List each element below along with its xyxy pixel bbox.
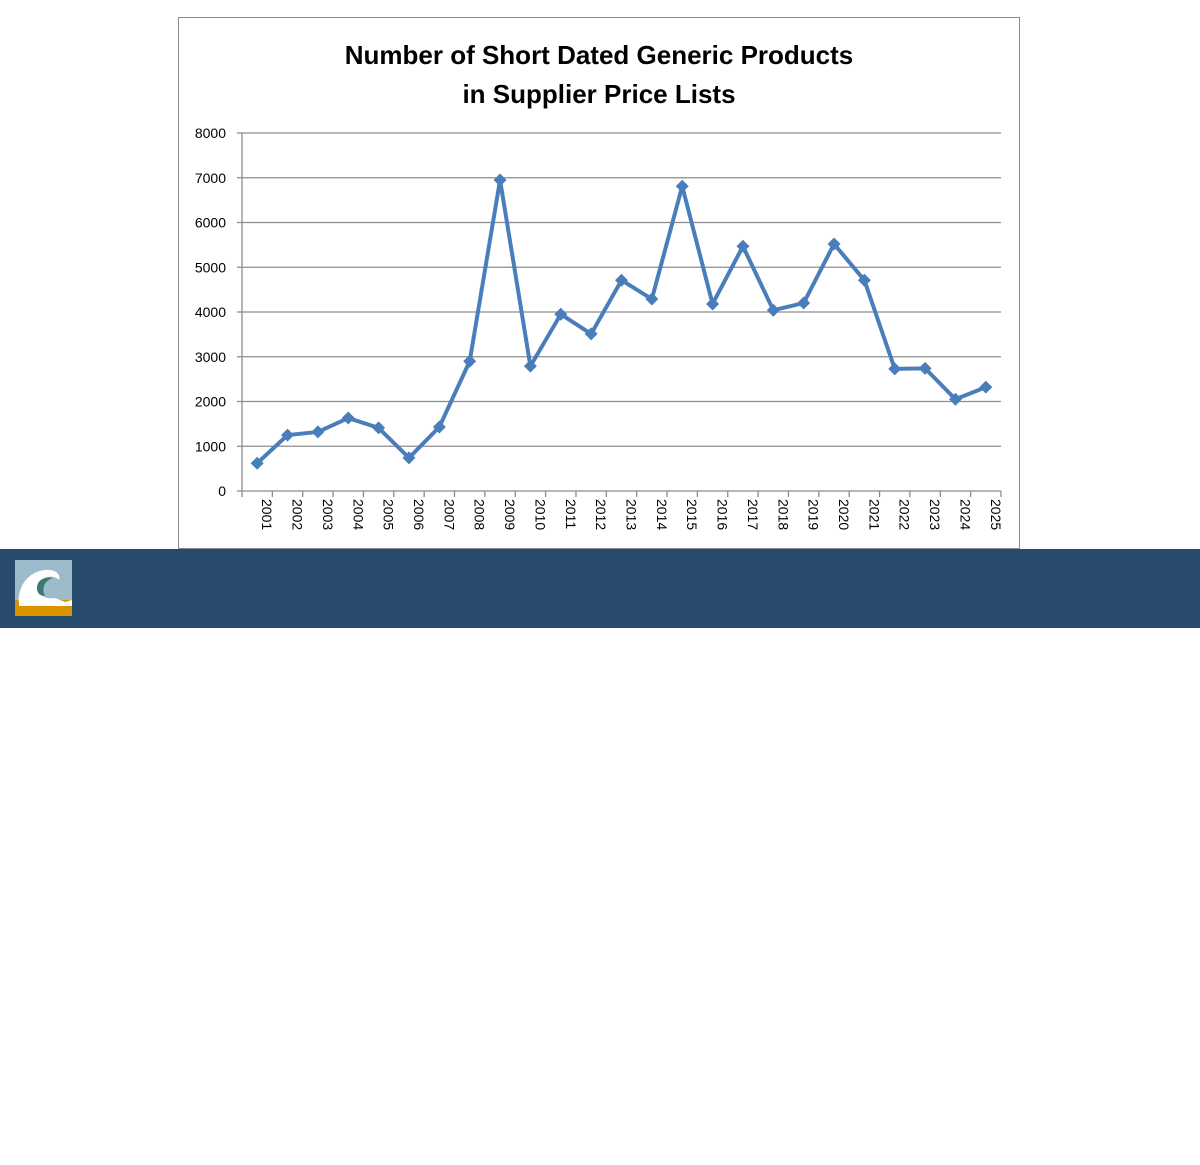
x-tick-label: 2014 xyxy=(654,499,670,530)
x-tick-label: 2015 xyxy=(684,499,700,530)
data-point-marker xyxy=(827,237,841,251)
data-point-marker xyxy=(615,273,628,287)
x-tick-label: 2010 xyxy=(532,499,548,530)
data-point-marker xyxy=(584,327,598,341)
x-tick-label: 2013 xyxy=(624,499,640,530)
data-point-marker xyxy=(766,303,780,317)
x-tick-label: 2004 xyxy=(350,499,366,530)
x-tick-label: 2003 xyxy=(320,499,336,530)
brand-name-bold: Data xyxy=(199,1112,302,1164)
data-point-marker xyxy=(463,354,477,368)
x-tick-label: 2016 xyxy=(715,499,731,530)
x-tick-label: 2019 xyxy=(806,499,822,530)
data-point-marker xyxy=(645,292,659,306)
y-tick-label: 5000 xyxy=(195,259,226,275)
line-chart: 0 1000 2000 3000 4000 5000 6000 7000 8000 2001 200… xyxy=(195,125,1004,530)
data-point-marker xyxy=(281,428,295,442)
y-tick-label: 2000 xyxy=(195,394,226,410)
x-tick-label: 2020 xyxy=(836,499,852,530)
x-tick-label: 2025 xyxy=(988,499,1004,530)
brand-logo-text: WaveData xyxy=(82,1111,302,1165)
data-point-marker xyxy=(948,392,962,406)
data-point-marker xyxy=(857,273,871,287)
data-point-marker xyxy=(341,411,355,425)
data-point-marker xyxy=(523,359,537,373)
x-tick-label: 2018 xyxy=(775,499,791,530)
x-tick-label: 2008 xyxy=(472,499,488,530)
chart-frame xyxy=(178,17,1020,549)
y-tick-label: 1000 xyxy=(195,438,226,454)
data-point-marker xyxy=(797,296,811,310)
x-tick-label: 2009 xyxy=(502,499,518,530)
x-tick-label: 2005 xyxy=(381,499,397,530)
data-point-marker xyxy=(554,307,568,321)
y-tick-label: 8000 xyxy=(195,125,226,141)
x-tick-label: 2002 xyxy=(290,499,306,530)
y-tick-label: 4000 xyxy=(195,304,226,320)
data-point-marker xyxy=(372,421,386,435)
data-point-marker xyxy=(402,451,416,465)
data-point-marker xyxy=(250,456,264,470)
y-tick-label: 3000 xyxy=(195,349,226,365)
chart-title-line1: Number of Short Dated Generic Products xyxy=(344,40,854,70)
wave-logo-icon xyxy=(15,560,72,616)
data-point-marker xyxy=(432,420,446,434)
x-tick-label: 2011 xyxy=(563,499,579,529)
data-point-marker xyxy=(888,362,902,376)
x-tick-label: 2022 xyxy=(897,499,913,530)
chart-title: Number of Short Dated Generic Products i… xyxy=(178,36,1020,114)
chart-title-line2: in Supplier Price Lists xyxy=(462,79,736,109)
x-tick-label: 2024 xyxy=(957,499,973,530)
data-point-marker xyxy=(493,173,507,187)
y-tick-label: 7000 xyxy=(195,170,226,186)
x-tick-label: 2023 xyxy=(927,499,943,530)
x-tick-label: 2007 xyxy=(441,499,457,530)
data-point-marker xyxy=(675,179,689,193)
x-tick-label: 2001 xyxy=(259,499,275,530)
data-point-marker xyxy=(706,297,720,311)
data-point-marker xyxy=(918,361,932,375)
x-tick-label: 2006 xyxy=(411,499,427,530)
x-tick-label: 2017 xyxy=(745,499,761,530)
x-tick-label: 2012 xyxy=(593,499,609,530)
data-point-marker xyxy=(979,380,993,394)
data-point-marker xyxy=(736,239,750,253)
data-point-marker xyxy=(311,425,325,439)
y-tick-label: 0 xyxy=(218,483,226,499)
x-tick-label: 2021 xyxy=(866,499,882,530)
brand-banner: WaveData xyxy=(0,549,1200,1164)
brand-name-light: Wave xyxy=(82,1112,200,1164)
y-tick-label: 6000 xyxy=(195,215,226,231)
